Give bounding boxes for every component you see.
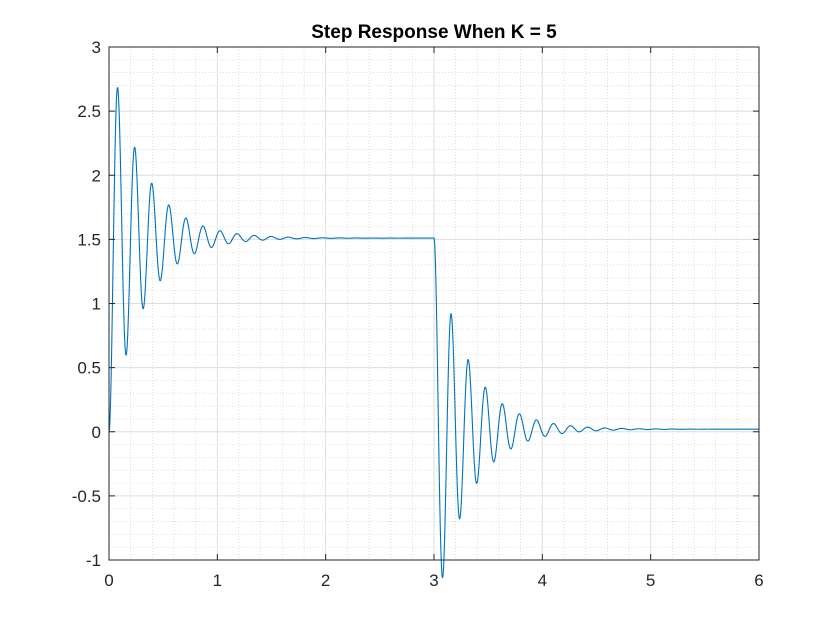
response-line xyxy=(108,87,760,579)
y-tick-label: 2.5 xyxy=(77,102,101,121)
series-layer xyxy=(108,87,760,579)
y-tick-label: 1 xyxy=(92,295,101,314)
x-tick-label: 2 xyxy=(321,571,330,590)
y-tick-label: 2 xyxy=(92,166,101,185)
chart-title: Step Response When K = 5 xyxy=(311,22,557,43)
y-tick-label: 3 xyxy=(92,38,101,57)
y-tick-label: 1.5 xyxy=(77,230,101,249)
y-tick-label: -0.5 xyxy=(72,487,101,506)
x-tick-label: 4 xyxy=(538,571,547,590)
tick-marks xyxy=(108,46,760,561)
x-tick-labels: 0 1 2 3 4 5 6 xyxy=(104,571,763,590)
x-tick-label: 6 xyxy=(754,571,763,590)
y-tick-label: 0 xyxy=(92,423,101,442)
y-tick-label: -1 xyxy=(86,551,101,570)
x-tick-label: 5 xyxy=(646,571,655,590)
x-tick-label: 0 xyxy=(104,571,113,590)
y-tick-labels: -1 -0.5 0 0.5 1 1.5 2 2.5 3 xyxy=(72,38,101,570)
x-tick-label: 3 xyxy=(429,571,438,590)
x-tick-label: 1 xyxy=(213,571,222,590)
y-tick-label: 0.5 xyxy=(77,359,101,378)
